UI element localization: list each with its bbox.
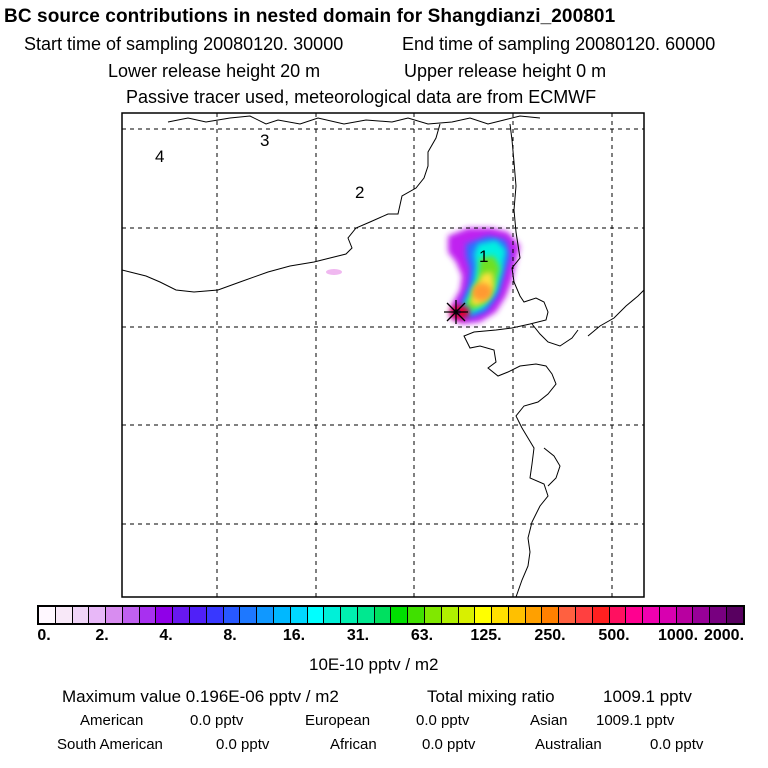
coastlines [122, 115, 644, 597]
colorbar-tick-label: 0. [37, 627, 51, 644]
colorbar-cell [89, 607, 107, 623]
colorbar-cell [324, 607, 342, 623]
region-label-4: 4 [155, 147, 165, 166]
colorbar-cell [592, 607, 610, 623]
colorbar-cell [72, 607, 90, 623]
colorbar-cell [559, 607, 576, 623]
stat-south-american-label: South American [57, 736, 163, 753]
colorbar-tick-label: 16. [282, 627, 306, 644]
footprint-plume [326, 228, 520, 324]
colorbar-tick-label: 31. [346, 627, 370, 644]
colorbar-cell [643, 607, 660, 623]
map-frame [121, 112, 645, 598]
colorbar-cell [458, 607, 476, 623]
stat-african-value: 0.0 pptv [422, 736, 476, 753]
colorbar-cell [525, 607, 543, 623]
plot-title: BC source contributions in nested domain… [4, 6, 616, 27]
grid-lines [122, 113, 644, 597]
colorbar-cell [374, 607, 392, 623]
colorbar-tick-label: 63. [410, 627, 434, 644]
colorbar-tick-label: 2. [95, 627, 109, 644]
colorbar-cell [223, 607, 241, 623]
colorbar-cell [307, 607, 325, 623]
colorbar-cell [391, 607, 409, 623]
region-label-2: 2 [355, 183, 365, 202]
colorbar-cell [106, 607, 123, 623]
colorbar-cell [357, 607, 375, 623]
colorbar-cell [576, 607, 593, 623]
colorbar-tick-label: 8. [223, 627, 237, 644]
colorbar-cell [122, 607, 140, 623]
upper-release-height: Upper release height 0 m [404, 61, 607, 81]
end-time: End time of sampling 20080120. 60000 [402, 34, 716, 54]
colorbar-cell [710, 607, 728, 623]
stat-european-value: 0.0 pptv [416, 712, 470, 729]
stat-american-label: American [80, 712, 144, 729]
colorbar-cell [39, 607, 56, 623]
colorbar-tick-label: 2000. [703, 627, 745, 644]
colorbar-tick-label: 250. [534, 627, 566, 644]
region-label-3: 3 [260, 131, 270, 150]
plume-orange [472, 283, 492, 301]
region-label-1: 1 [479, 247, 489, 266]
colorbar-cell [475, 607, 493, 623]
colorbar-tick-label: 4. [159, 627, 173, 644]
colorbar-cell [626, 607, 644, 623]
colorbar-cell [55, 607, 73, 623]
receptor-star-icon [444, 300, 468, 324]
stat-south-american-value: 0.0 pptv [216, 736, 270, 753]
colorbar-cell [139, 607, 157, 623]
lower-release-height: Lower release height 20 m [108, 61, 321, 81]
colorbar-cell [206, 607, 224, 623]
total-mixing-value: 1009.1 pptv [603, 687, 692, 706]
colorbar-cell [190, 607, 207, 623]
colorbar-cell [341, 607, 358, 623]
plume-speck [326, 269, 342, 275]
stat-asian-value: 1009.1 pptv [596, 712, 675, 729]
colorbar-cell [290, 607, 308, 623]
colorbar-cell [156, 607, 174, 623]
stat-american-value: 0.0 pptv [190, 712, 244, 729]
colorbar-cell [659, 607, 677, 623]
stat-australian-value: 0.0 pptv [650, 736, 704, 753]
colorbar-cell [408, 607, 425, 623]
colorbar-cell [727, 607, 743, 623]
colorbar-cell [173, 607, 191, 623]
colorbar-cell [441, 607, 459, 623]
colorbar-cell [257, 607, 274, 623]
colorbar-cell [240, 607, 258, 623]
start-time: Start time of sampling 20080120. 30000 [24, 34, 344, 54]
maximum-value: Maximum value 0.196E-06 pptv / m2 [62, 687, 339, 706]
colorbar-cell [542, 607, 560, 623]
stat-european-label: European [305, 712, 371, 729]
colorbar-cell [508, 607, 526, 623]
colorbar [37, 605, 745, 625]
colorbar-cell [693, 607, 711, 623]
colorbar-cell [609, 607, 627, 623]
colorbar-cell [492, 607, 509, 623]
stat-african-label: African [330, 736, 377, 753]
colorbar-cell [676, 607, 694, 623]
colorbar-tick-label: 500. [598, 627, 630, 644]
colorbar-tick-label: 1000. [657, 627, 699, 644]
colorbar-cell [424, 607, 442, 623]
colorbar-cell [273, 607, 291, 623]
colorbar-unit: 10E-10 pptv / m2 [309, 655, 439, 674]
total-mixing-label: Total mixing ratio [427, 687, 555, 706]
stat-asian-label: Asian [530, 712, 568, 729]
tracer-note: Passive tracer used, meteorological data… [126, 87, 597, 107]
colorbar-tick-label: 125. [470, 627, 502, 644]
stat-australian-label: Australian [535, 736, 602, 753]
